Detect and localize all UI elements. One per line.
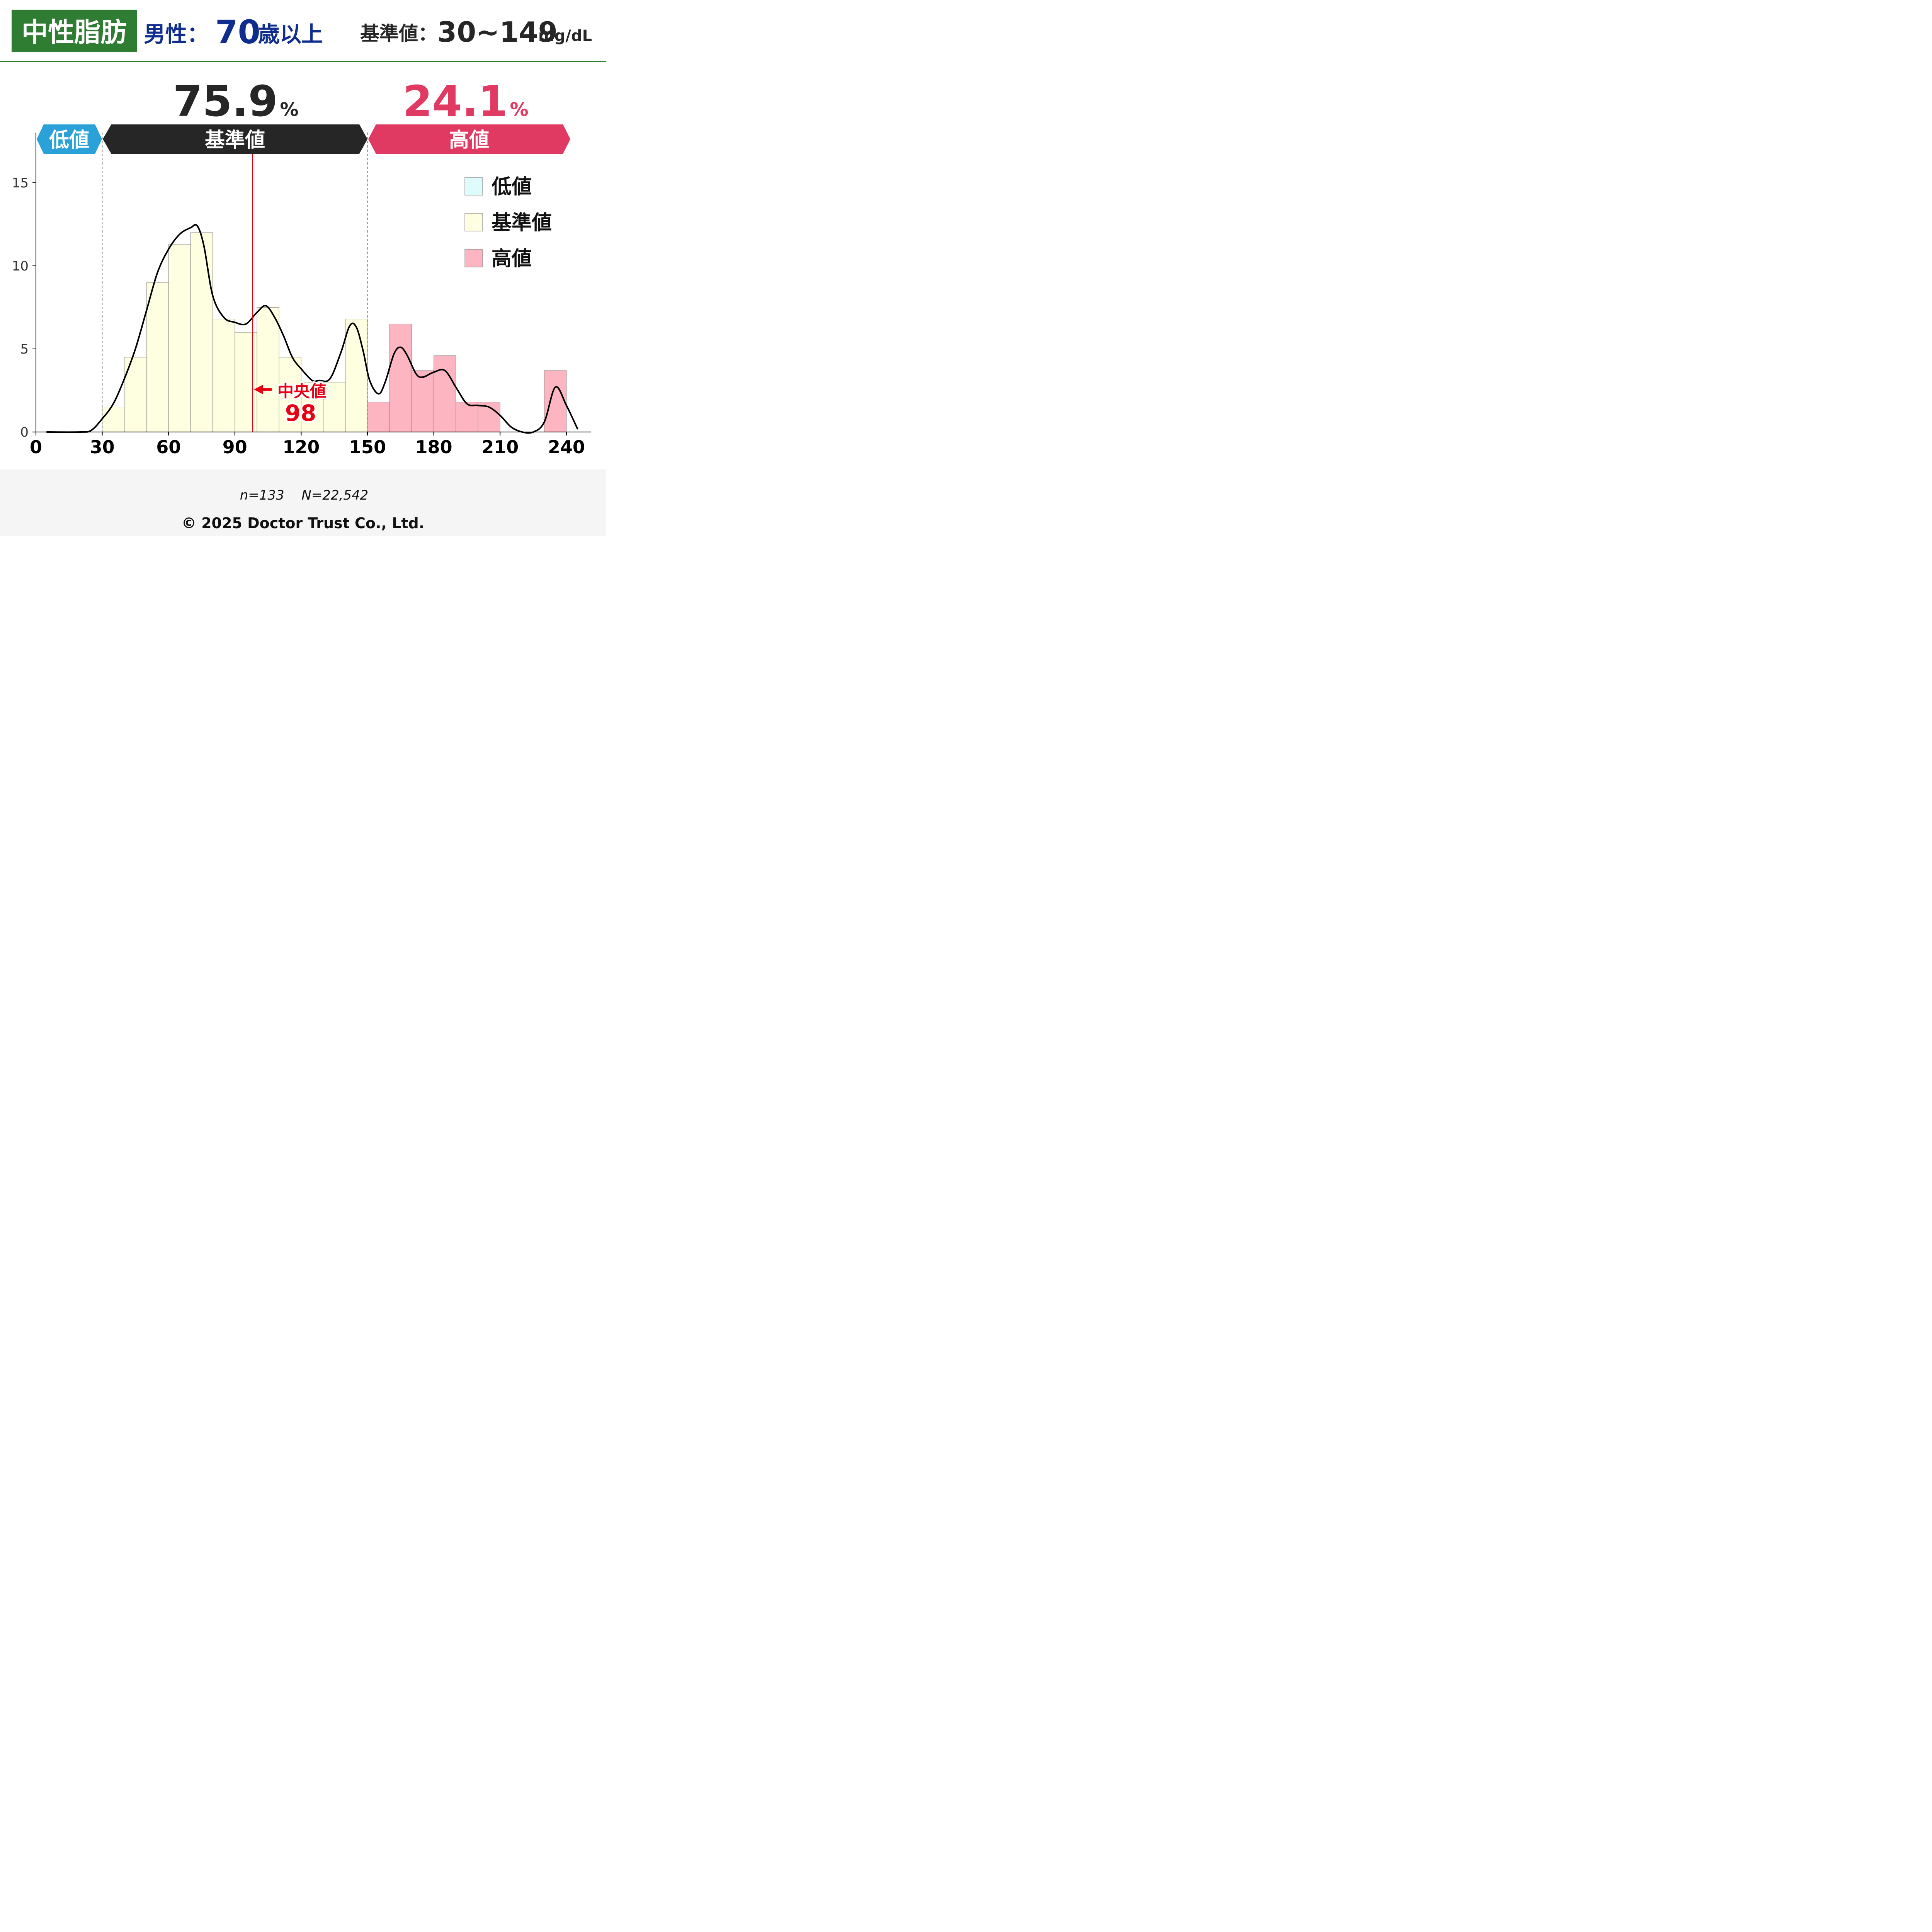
x-tick-label-150: 150 [349, 437, 386, 457]
legend: 低値 基準値 高値 [464, 175, 552, 270]
histogram-bars [102, 232, 567, 432]
high-percentage-value: 24.1 [403, 77, 507, 126]
ref-range: 30~149 [437, 16, 558, 48]
histogram-bar-190 [456, 402, 478, 432]
band-normal-label: 基準値 [205, 129, 265, 152]
histogram-bar-170 [411, 370, 434, 432]
band-high-banner [368, 124, 571, 154]
histogram-bar-30 [102, 407, 125, 432]
median-label: 中央値 [277, 382, 326, 401]
normal-percentage: 75.9 % [173, 77, 298, 126]
histogram-bar-140 [345, 319, 368, 432]
band-normal-banner [103, 124, 368, 154]
histogram-bar-150 [367, 402, 390, 432]
median-annotation: 中央値 98 [254, 380, 328, 428]
x-tick-label-240: 240 [548, 437, 585, 457]
legend-label-high: 高値 [492, 247, 532, 270]
histogram-bar-110 [279, 357, 301, 432]
header-group: 男性： 70 歳以上 [144, 13, 323, 51]
band-high-label: 高値 [449, 129, 489, 152]
x-tick-label-210: 210 [481, 437, 519, 457]
histogram-bar-180 [434, 355, 456, 432]
age-suffix: 歳以上 [258, 22, 323, 47]
histogram-bar-230 [544, 370, 567, 432]
legend-label-normal: 基準値 [492, 211, 552, 235]
y-tick-label-10: 10 [12, 259, 29, 274]
density-curve [46, 224, 578, 434]
high-percentage: 24.1 % [403, 77, 528, 126]
histogram-bar-60 [168, 244, 191, 432]
histogram-bar-120 [301, 382, 324, 432]
x-tick-label-90: 90 [223, 437, 247, 457]
x-tick-label-180: 180 [415, 437, 452, 457]
reference-lines [102, 133, 368, 432]
legend-swatch-low [464, 177, 483, 196]
y-tick-label-5: 5 [20, 342, 29, 357]
ref-label: 基準値： [360, 22, 437, 45]
chart-page: 中性脂肪 男性： 70 歳以上 基準値： 30~149 mg/dL 75.9 %… [0, 0, 606, 537]
histogram-bar-70 [190, 232, 213, 432]
high-percentage-unit: % [510, 99, 528, 121]
legend-swatch-high [464, 249, 483, 267]
y-tick-label-15: 15 [12, 175, 29, 191]
stage: 中性脂肪 男性： 70 歳以上 基準値： 30~149 mg/dL 75.9 %… [0, 0, 606, 537]
x-tick-label-30: 30 [90, 437, 115, 457]
header-reference: 基準値： 30~149 mg/dL [360, 16, 592, 48]
ref-unit: mg/dL [538, 27, 592, 45]
x-tick-label-60: 60 [156, 437, 181, 457]
y-tick-label-0: 0 [20, 425, 29, 440]
badge-background [12, 10, 138, 53]
age-value: 70 [215, 13, 260, 51]
histogram-bar-80 [213, 319, 235, 432]
footer-background [0, 469, 606, 537]
footer-copyright: © 2025 Doctor Trust Co., Ltd. [182, 515, 424, 532]
median-value: 98 [285, 400, 316, 426]
chart-svg: 中性脂肪 男性： 70 歳以上 基準値： 30~149 mg/dL 75.9 %… [0, 10, 606, 537]
histogram-bar-90 [235, 332, 257, 432]
legend-label-low: 低値 [492, 175, 532, 199]
histogram-bar-100 [257, 307, 279, 432]
x-tick-label-0: 0 [30, 437, 42, 457]
legend-swatch-normal [464, 213, 483, 231]
histogram-bar-50 [146, 282, 169, 432]
footer-counts: n=133 N=22,542 [240, 488, 369, 503]
band-low-label: 低値 [49, 129, 89, 152]
band-low-banner [37, 124, 102, 154]
group-label: 男性： [144, 22, 209, 47]
axes: 0 30 60 90 120 150 180 210 240 0 5 10 15 [12, 133, 592, 457]
x-tick-label-120: 120 [282, 437, 320, 457]
normal-percentage-unit: % [280, 99, 298, 121]
median-arrow-head [254, 385, 263, 395]
histogram-bar-160 [389, 324, 412, 432]
histogram-bar-130 [323, 382, 346, 432]
normal-percentage-value: 75.9 [173, 77, 277, 126]
badge-title: 中性脂肪 [22, 17, 127, 48]
